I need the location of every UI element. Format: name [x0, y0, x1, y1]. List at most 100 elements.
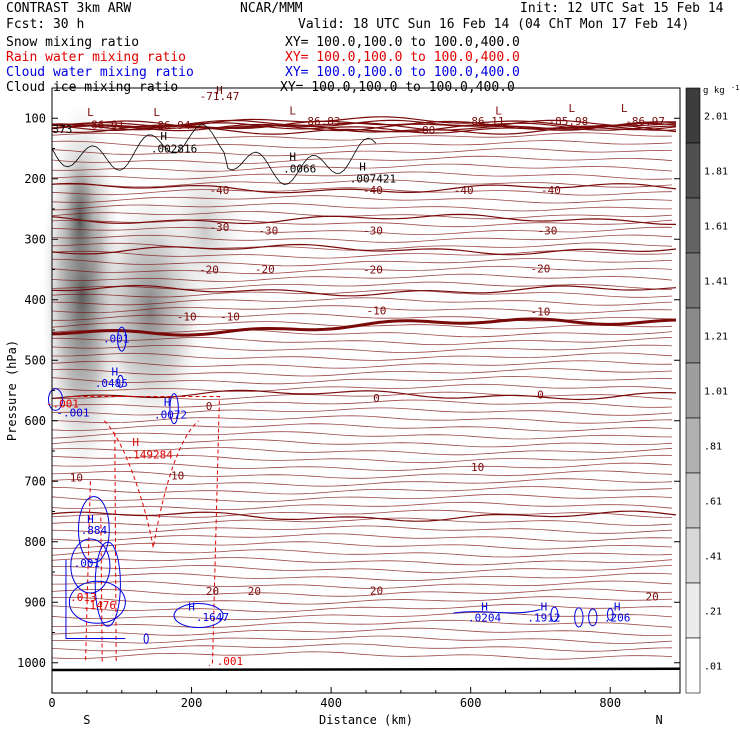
isotherm-line: [51, 509, 673, 518]
rain-contour: [114, 432, 117, 663]
cloud-ice-contour: [51, 124, 377, 185]
cloud-water-contour: [588, 608, 598, 627]
isotherm-line: [51, 329, 673, 338]
isotherm-line: [51, 486, 673, 495]
rain-contour: [100, 517, 103, 663]
temperature-label: 0: [537, 388, 544, 401]
x-end-label-south: S: [83, 713, 90, 727]
temperature-label: -86.83: [301, 115, 341, 128]
isotherm-line: [51, 171, 673, 180]
isotherm-line: [51, 415, 673, 424]
isotherm-line: [51, 273, 673, 282]
high-marker: H: [481, 601, 488, 614]
isotherm-line: [51, 360, 673, 369]
temperature-contour-line: [51, 119, 677, 131]
low-marker: L: [569, 102, 576, 115]
colorbar-unit: g kg: [703, 86, 725, 96]
isotherm-line: [51, 517, 673, 526]
isotherm-line: [51, 643, 673, 652]
extremum-value-label: .0485: [95, 377, 128, 390]
isotherm-line: [51, 596, 673, 605]
temperature-label: -80: [415, 124, 435, 137]
high-marker: H: [111, 365, 118, 378]
y-axis-title: Pressure (hPa): [5, 340, 19, 441]
isotherm-line: [51, 501, 673, 511]
isotherm-line: [51, 321, 673, 330]
field-cloud-xy: XY= 100.0,100.0 to 100.0,400.0: [285, 65, 520, 80]
temperature-contour-line: [51, 213, 676, 225]
isotherm-line: [52, 580, 673, 589]
y-tick-label: 100: [24, 111, 46, 125]
cloud-water-contour: [550, 606, 559, 623]
colorbar-swatch: [685, 142, 701, 199]
cloud-water-contour: [65, 559, 126, 640]
y-tick-label: 200: [24, 172, 46, 186]
colorbar-swatch: [685, 252, 701, 309]
temperature-contour-line: [51, 116, 676, 128]
extremum-value-label: .0072: [154, 408, 187, 421]
isotherm-line: [51, 533, 673, 542]
colorbar-label: .41: [704, 552, 722, 563]
temperature-label: -30: [363, 224, 383, 237]
x-tick-label: 600: [460, 696, 482, 710]
temperature-label: -86.97: [625, 115, 665, 128]
isotherm-line: [51, 407, 673, 416]
extremum-value-label: .002816: [151, 143, 197, 156]
isotherm-line: [51, 195, 673, 204]
low-marker: L: [495, 105, 502, 118]
low-marker: L: [153, 106, 160, 119]
y-tick-label: 400: [24, 293, 46, 307]
isotherm-line: [51, 187, 673, 196]
high-marker: H: [289, 151, 296, 164]
colorbar-swatch: [685, 307, 701, 364]
isotherm-line: [51, 588, 673, 597]
isotherm-line: [51, 250, 673, 259]
temperature-label: -86.91: [84, 119, 124, 132]
y-tick-label: 700: [24, 474, 46, 488]
isotherm-line: [51, 383, 673, 393]
isotherm-line: [52, 565, 673, 574]
isotherm-line: [51, 289, 673, 298]
isotherm-line: [51, 431, 673, 440]
isotherm-line: [51, 211, 673, 220]
extremum-value-label: .001: [74, 557, 101, 570]
cloud-water-contour: [453, 609, 541, 614]
colorbar-label: 2.01: [704, 112, 728, 123]
isotherm-line: [51, 218, 673, 228]
isotherm-line: [51, 203, 672, 212]
isotherm-line: [51, 604, 673, 613]
colorbar-swatch: [685, 582, 701, 639]
colorbar-unit-exponent: -1: [731, 84, 739, 92]
temperature-label: -40: [454, 184, 474, 197]
isotherm-line: [51, 439, 673, 448]
temperature-label: -20: [363, 264, 383, 277]
x-tick-label: 400: [320, 696, 342, 710]
temperature-label: 20: [248, 585, 261, 598]
colorbar-swatch: [685, 472, 701, 529]
temperature-label: 10: [171, 469, 184, 482]
isotherm-line: [51, 470, 673, 479]
extremum-value-label: .0066: [283, 163, 316, 176]
temperature-label: -71.47: [200, 90, 240, 103]
temperature-label: -40: [210, 184, 230, 197]
y-tick-label: 300: [24, 232, 46, 246]
cloud-water-contour: [606, 607, 614, 621]
cloud-water-contour: [143, 633, 149, 644]
isotherm-line: [52, 313, 673, 322]
temperature-label: -10: [531, 305, 551, 318]
y-tick-label: 900: [24, 595, 46, 609]
colorbar-label: .01: [704, 662, 722, 673]
isotherm-line: [51, 140, 673, 149]
isotherm-line: [51, 651, 673, 660]
temperature-label: 0: [373, 392, 380, 405]
isotherm-line: [51, 399, 673, 408]
forecast-hour: Fcst: 30 h: [6, 17, 85, 32]
cloud-water-contour: [47, 388, 63, 411]
isotherm-line: [51, 627, 673, 636]
isotherm-line: [51, 478, 673, 487]
mixing-ratio-contours: [47, 124, 614, 667]
isotherm-line: [51, 226, 673, 236]
isotherm-line: [52, 336, 673, 346]
